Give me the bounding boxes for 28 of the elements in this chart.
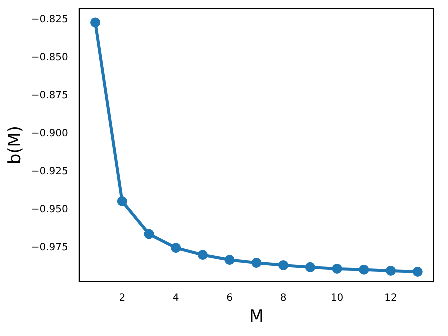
point [412,267,423,278]
y-axis-title: b(M) [6,126,26,165]
point [90,18,101,28]
point [171,243,182,254]
y-tick-label: −0.925 [31,166,68,178]
y-tick-label: −0.825 [31,14,68,26]
point [224,255,235,266]
x-axis-title: M [249,307,264,328]
point [117,196,128,206]
x-tick-label: 6 [226,293,234,304]
y-tick-label: −0.900 [31,128,68,140]
y-tick-label: −0.950 [31,204,68,216]
point [305,262,316,272]
x-tick-label: 4 [172,293,180,304]
y-tick-label: −0.875 [31,90,68,102]
point [332,264,342,274]
y-tick-label: −0.975 [31,242,68,254]
point [359,264,370,275]
x-tick-label: 10 [330,293,344,304]
x-tick-label: 2 [119,293,126,304]
point [278,260,289,270]
point [198,250,208,260]
x-tick-label: 12 [384,293,398,304]
y-tick-label: −0.850 [31,52,68,64]
point [386,266,396,276]
x-tick-label: 8 [280,293,287,304]
point [252,258,262,268]
point [144,229,154,240]
